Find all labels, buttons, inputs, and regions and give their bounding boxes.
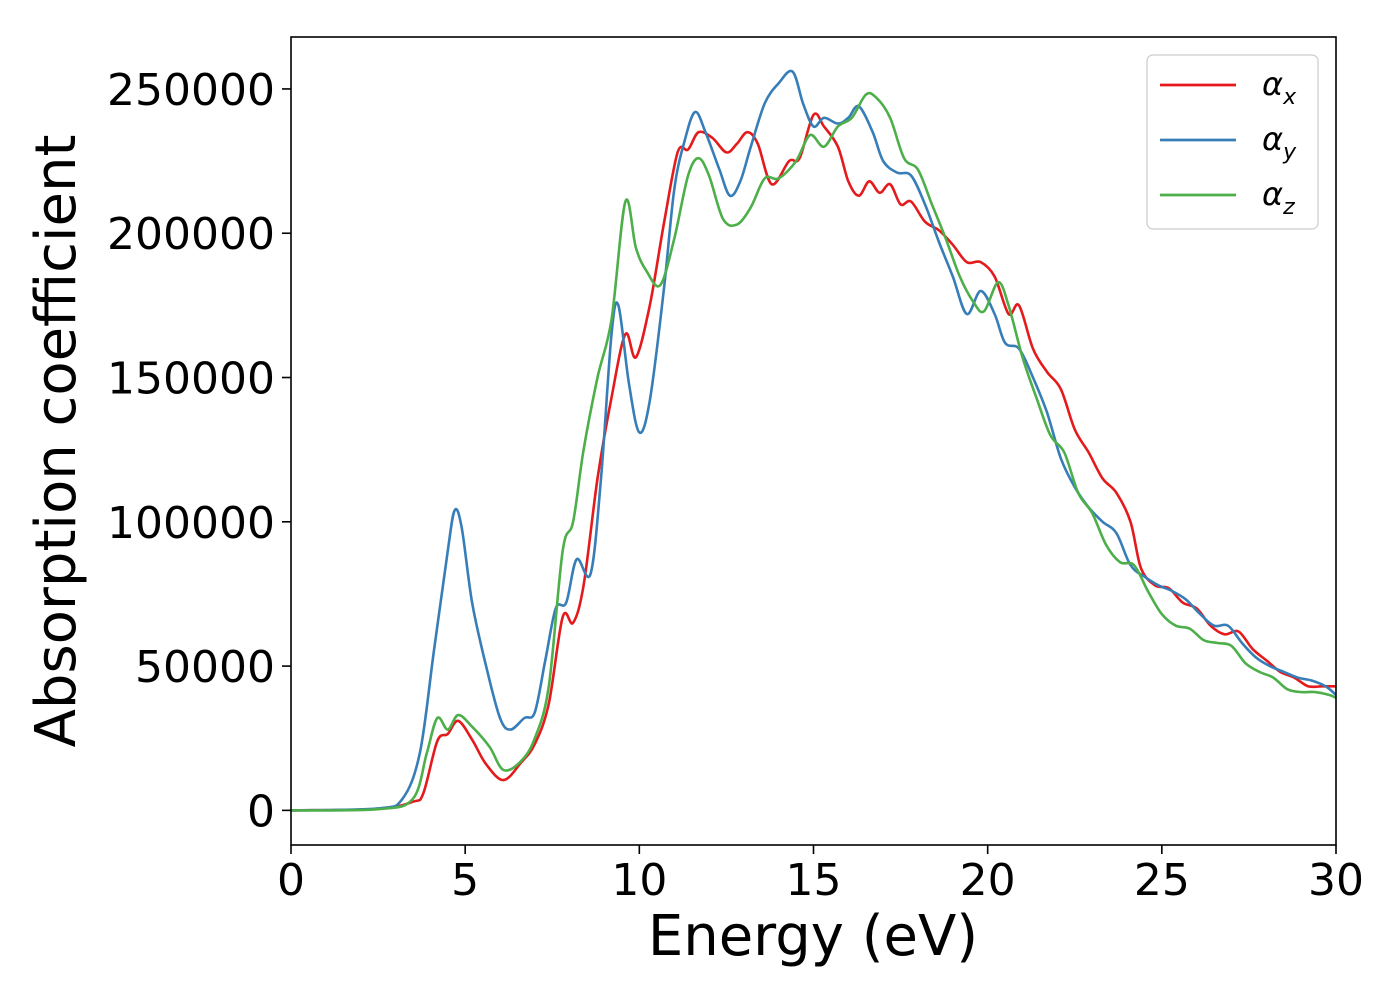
series-line-y <box>290 69 1337 812</box>
x-tick-label: 5 <box>451 855 479 906</box>
x-axis-label: Energy (eV) <box>648 904 978 969</box>
y-axis-ticks: 0 50000 100000 150000 200000 250000 <box>107 65 291 837</box>
x-tick-label: 10 <box>611 855 667 906</box>
y-tick-label: 100000 <box>107 498 275 549</box>
x-tick-label: 0 <box>277 855 305 906</box>
x-tick-label: 30 <box>1308 855 1364 906</box>
y-tick-label: 0 <box>247 786 275 837</box>
y-tick-label: 150000 <box>107 354 275 405</box>
series-layer <box>290 69 1337 812</box>
x-tick-label: 15 <box>786 855 842 906</box>
legend-subscript: z <box>1282 195 1295 220</box>
y-tick-label: 50000 <box>135 642 275 693</box>
y-axis-label: Absorption coefficient <box>24 135 89 748</box>
y-tick-label: 200000 <box>107 209 275 260</box>
x-axis-ticks: 0 5 10 15 20 25 30 <box>277 845 1364 906</box>
legend-subscript: x <box>1282 85 1297 110</box>
legend-subscript: y <box>1282 140 1297 165</box>
series-line-z <box>290 91 1337 812</box>
x-tick-label: 20 <box>960 855 1016 906</box>
legend-frame <box>1146 54 1319 230</box>
x-tick-label: 25 <box>1134 855 1190 906</box>
y-tick-label: 250000 <box>107 65 275 116</box>
